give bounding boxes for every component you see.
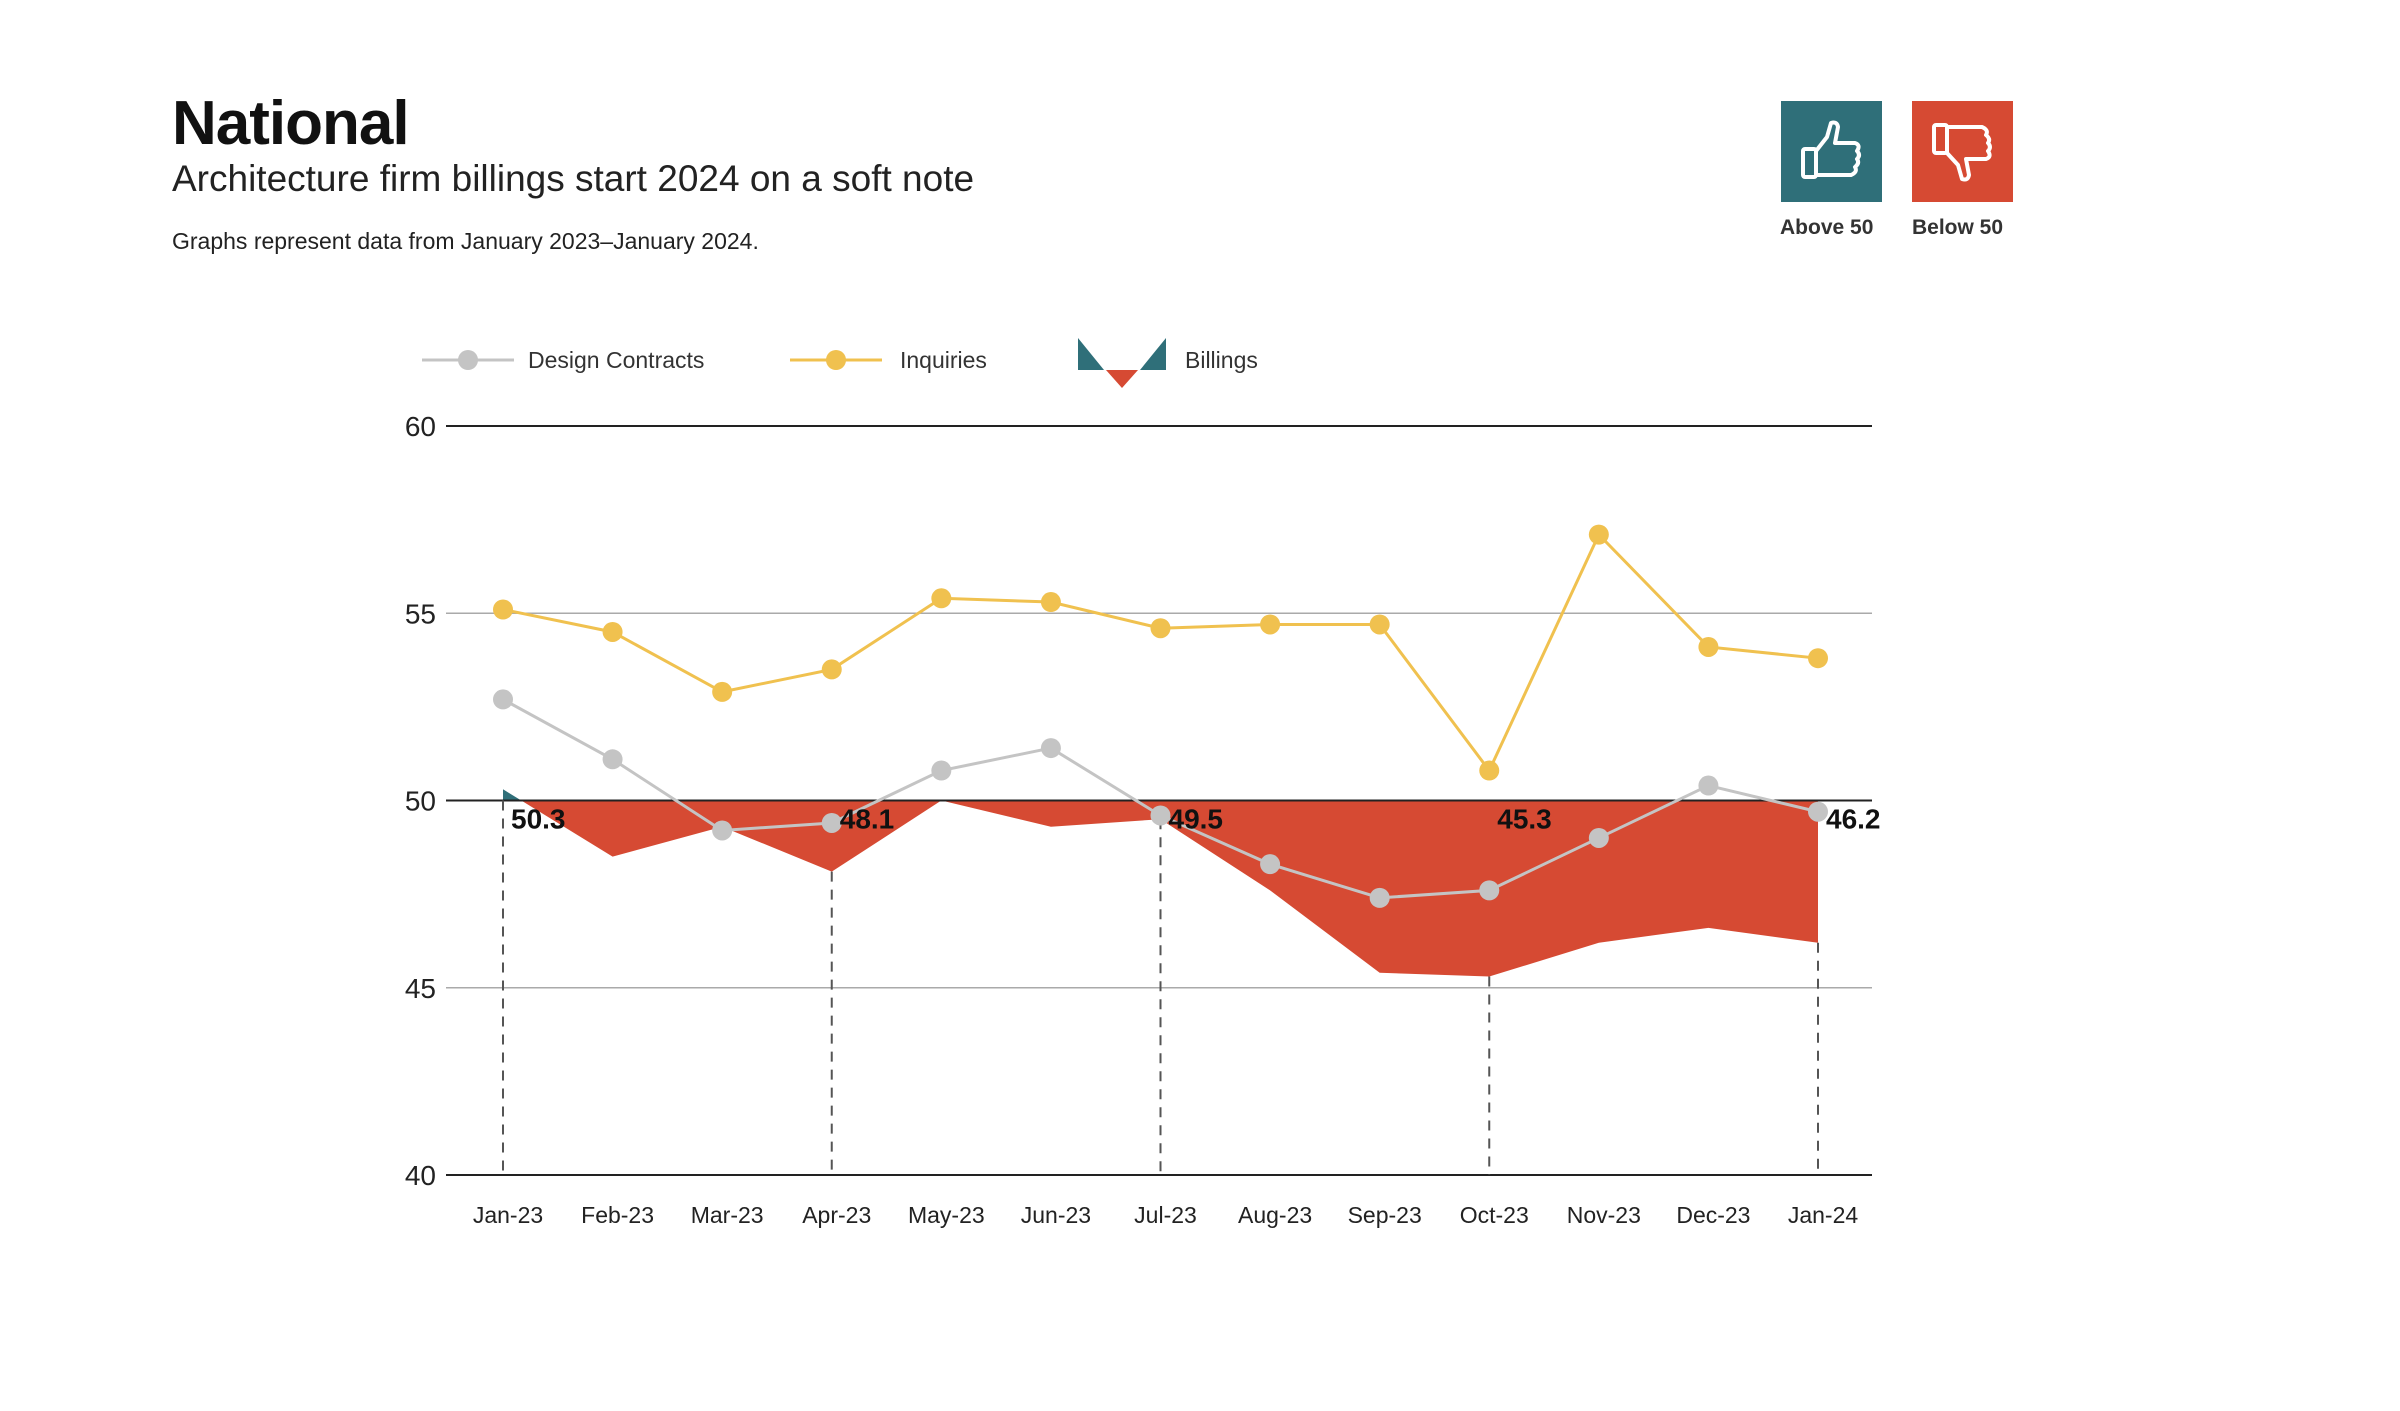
x-tick-label: Feb-23	[581, 1202, 654, 1228]
design-contracts-point	[712, 820, 733, 841]
legend-design-contracts-label: Design Contracts	[528, 347, 704, 373]
inquiries-line	[502, 532, 1819, 774]
y-tick-label: 60	[405, 411, 436, 442]
inquiries-point	[602, 621, 623, 642]
billings-area-below	[503, 800, 1818, 977]
billings-value-label: 46.2	[1826, 804, 1881, 835]
design-contracts-point	[1040, 738, 1061, 759]
legend-inquiries-marker	[826, 350, 846, 370]
design-contracts-point	[602, 749, 623, 770]
below-50-badge	[1912, 101, 2013, 202]
page-title: National	[172, 89, 410, 158]
inquiries-point	[1698, 636, 1719, 657]
below-50-label: Below 50	[1912, 216, 2004, 239]
inquiries-point	[1260, 614, 1281, 635]
legend-inquiries-label: Inquiries	[900, 347, 987, 373]
design-contracts-point	[1479, 880, 1500, 901]
inquiries-point	[821, 659, 842, 680]
y-tick-label: 45	[405, 973, 436, 1004]
legend-billings-below-marker	[1106, 370, 1138, 388]
design-contracts-point	[1588, 827, 1609, 848]
y-tick-label: 50	[405, 786, 436, 817]
design-contracts-point	[1369, 887, 1390, 908]
inquiries-point	[931, 588, 952, 609]
inquiries-point	[493, 599, 513, 620]
thumbs-down-icon	[1931, 122, 1992, 181]
x-tick-label: Jan-23	[473, 1202, 543, 1228]
inquiries-point	[712, 681, 733, 702]
thumbs-up-icon	[1800, 120, 1861, 179]
data-range-note: Graphs represent data from January 2023–…	[172, 228, 759, 254]
inquiries-point	[1150, 618, 1171, 639]
billings-value-label: 45.3	[1497, 804, 1552, 835]
x-tick-label: Mar-23	[691, 1202, 764, 1228]
x-tick-label: Apr-23	[802, 1202, 871, 1228]
design-contracts-point	[1150, 805, 1171, 826]
inquiries-point	[1040, 592, 1061, 613]
design-contracts-point	[1260, 854, 1281, 875]
design-contracts-point	[493, 689, 513, 710]
billings-value-label: 50.3	[511, 804, 566, 835]
x-tick-label: Nov-23	[1567, 1202, 1641, 1228]
legend-billings-above-marker	[1140, 338, 1166, 370]
x-tick-label: Jan-24	[1788, 1202, 1859, 1228]
page-subtitle: Architecture firm billings start 2024 on…	[172, 158, 975, 199]
billings-value-label: 48.1	[840, 804, 895, 835]
x-tick-label: Dec-23	[1676, 1202, 1750, 1228]
above-50-badge	[1781, 101, 1882, 202]
above-50-label: Above 50	[1780, 216, 1874, 239]
legend-design-contracts-marker	[458, 350, 478, 370]
x-tick-label: Jun-23	[1021, 1202, 1091, 1228]
design-contracts-point	[821, 812, 842, 833]
x-tick-label: Oct-23	[1460, 1202, 1529, 1228]
y-tick-label: 40	[405, 1160, 436, 1191]
inquiries-point	[1588, 524, 1609, 545]
x-tick-label: Jul-23	[1134, 1202, 1197, 1228]
legend-billings-above-marker	[1078, 338, 1104, 370]
y-tick-label: 55	[405, 598, 436, 629]
inquiries-point	[1479, 760, 1500, 781]
design-contracts-point	[1808, 801, 1828, 822]
billings-value-label: 49.5	[1169, 804, 1224, 835]
legend-billings-label: Billings	[1185, 347, 1258, 373]
design-contracts-point	[1698, 775, 1719, 796]
inquiries-point	[1369, 614, 1390, 635]
x-tick-label: Aug-23	[1238, 1202, 1312, 1228]
design-contracts-point	[931, 760, 952, 781]
x-tick-label: Sep-23	[1348, 1202, 1422, 1228]
inquiries-point	[1808, 648, 1828, 669]
x-tick-label: May-23	[908, 1202, 985, 1228]
